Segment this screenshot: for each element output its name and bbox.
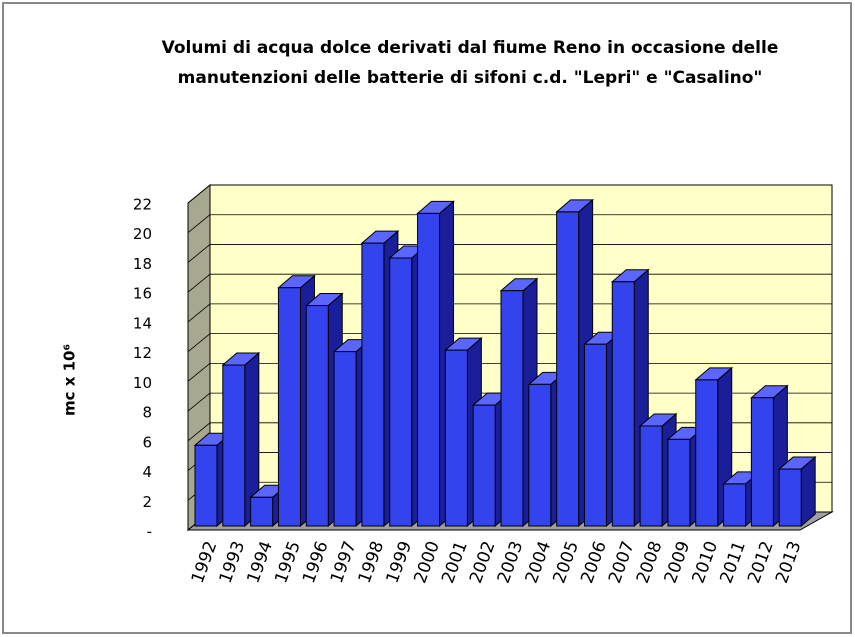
bar-front	[528, 383, 552, 527]
grid-line-side	[187, 214, 211, 234]
y-tick-label: 16	[133, 285, 152, 303]
y-axis-label: mc x 10⁶	[61, 344, 79, 416]
grid-line-side	[187, 422, 211, 442]
bar-front	[389, 257, 413, 527]
y-tick-label: 10	[133, 374, 152, 392]
bar-front	[639, 425, 663, 527]
bar-front	[695, 379, 719, 527]
bar-front	[472, 404, 496, 527]
bar-front	[194, 444, 218, 527]
bar-front	[444, 349, 468, 527]
bar-front	[250, 496, 274, 527]
y-tick-label: 12	[133, 344, 152, 362]
y-tick-label: 14	[133, 314, 152, 332]
y-tick-label: 20	[133, 225, 152, 243]
chart-subtitle: manutenzioni delle batterie di sifoni c.…	[178, 68, 763, 88]
y-tick-label: 8	[142, 404, 152, 422]
bar	[221, 351, 261, 528]
grid-line-side	[187, 273, 211, 293]
grid-line-side	[187, 303, 211, 323]
bar-front	[667, 438, 691, 527]
bar-front	[361, 242, 385, 527]
y-tick-label: 6	[142, 433, 152, 451]
bar-front	[750, 397, 774, 527]
y-tick-label: 18	[133, 255, 152, 273]
grid-line-side	[187, 244, 211, 263]
bar-front	[500, 290, 524, 527]
bar-front	[333, 351, 357, 527]
grid-line-side	[187, 363, 211, 382]
bar-front	[222, 364, 246, 527]
bar-front	[277, 287, 301, 527]
grid-line	[187, 244, 832, 263]
bar	[777, 455, 817, 528]
grid-line-side	[187, 333, 211, 352]
bar-front	[305, 305, 329, 527]
y-tick-label: -	[147, 523, 152, 541]
bar-front	[778, 468, 802, 527]
grid-line	[187, 214, 832, 234]
bar-front	[417, 212, 441, 527]
bar-front	[556, 211, 580, 527]
grid-line-side	[187, 184, 211, 204]
bar-front	[583, 343, 607, 527]
grid-line	[187, 273, 832, 293]
bar-front	[723, 483, 747, 527]
bar	[610, 268, 650, 528]
y-tick-label: 22	[133, 196, 152, 214]
grid-line	[187, 184, 832, 204]
y-tick-label: 2	[142, 493, 152, 511]
grid-line-side	[187, 392, 211, 412]
chart-title: Volumi di acqua dolce derivati dal fiume…	[162, 38, 779, 58]
y-tick-label: 4	[142, 463, 152, 481]
bar-front	[611, 281, 635, 527]
